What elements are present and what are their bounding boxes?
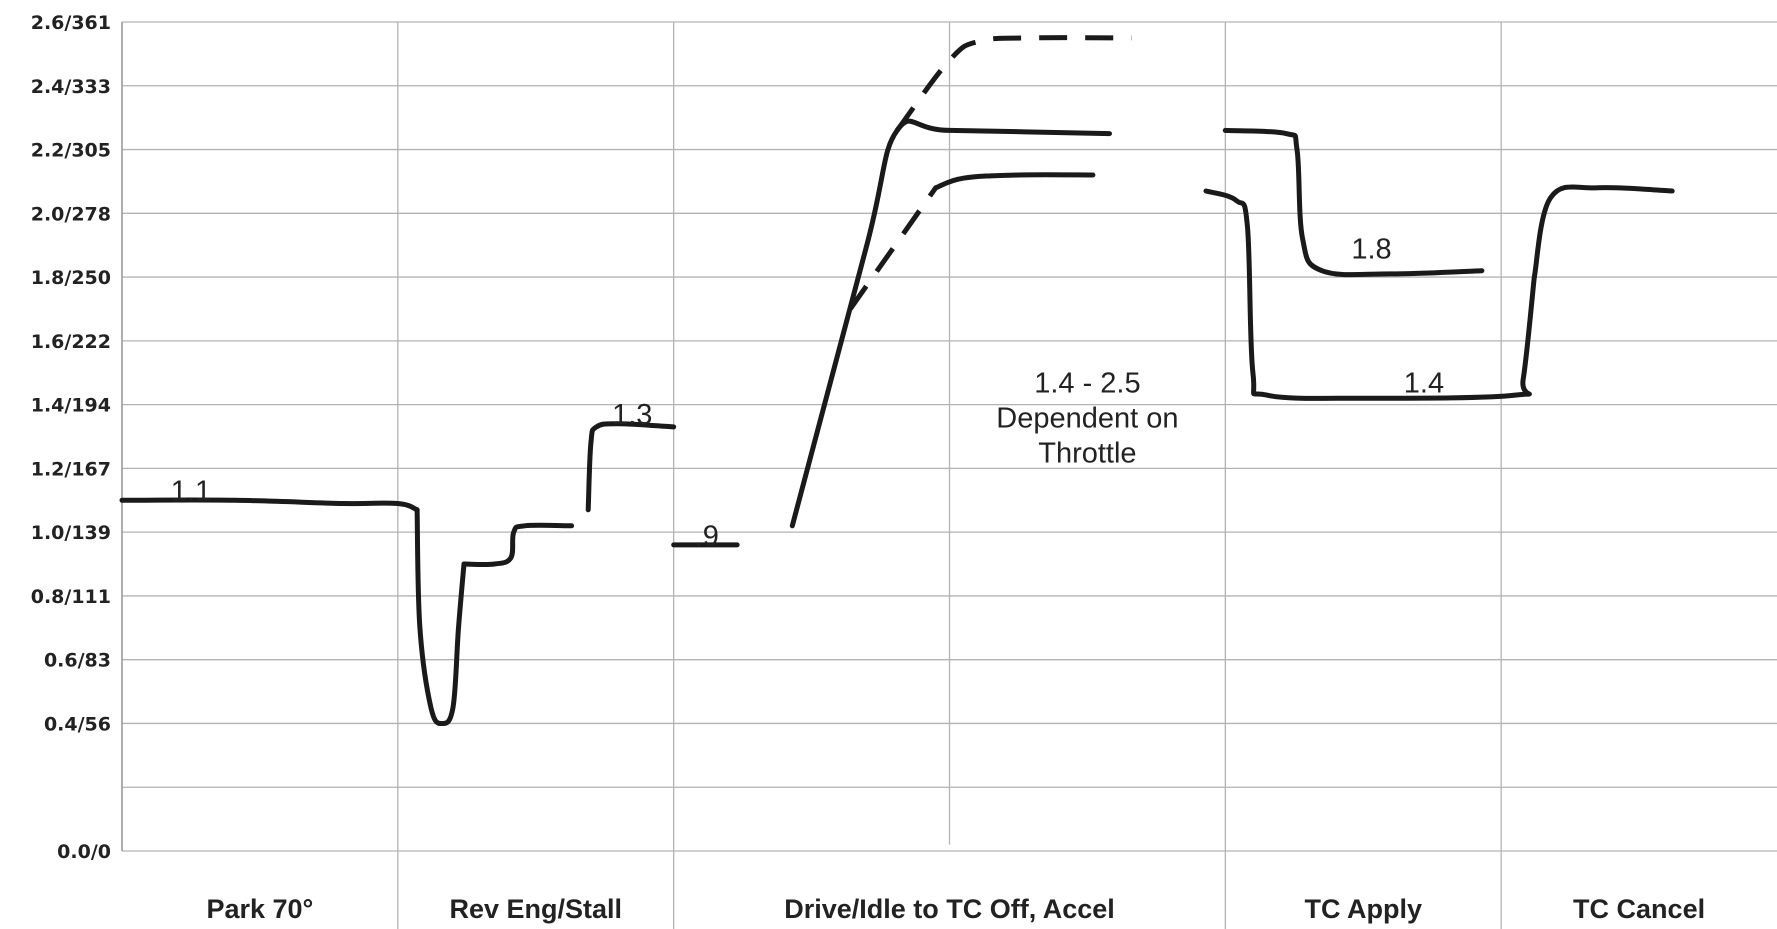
series-line-8-dashed: [848, 186, 938, 311]
annotation-label: Dependent on: [996, 402, 1178, 434]
category-label: TC Apply: [1305, 894, 1423, 924]
series-line-10: [1203, 188, 1537, 401]
category-label: Park 70°: [206, 894, 313, 924]
series-line-12: [1222, 127, 1485, 278]
y-tick-label: 1.6/222: [31, 331, 111, 353]
y-tick-label: 1.8/250: [31, 267, 111, 289]
series-line-9: [933, 172, 1096, 191]
series-line-6: [789, 118, 1112, 529]
y-tick-label: 2.6/361: [31, 12, 111, 34]
y-tick-label: 0.6/83: [44, 650, 111, 672]
category-label: Rev Eng/Stall: [449, 894, 622, 924]
grid: [121, 21, 1777, 929]
annotation-label: .9: [695, 520, 719, 552]
y-tick-label: 1.2/167: [31, 458, 111, 480]
annotation-label: 1.3: [612, 399, 652, 431]
annotation-label: 1.1: [171, 476, 211, 508]
y-tick-label: 2.2/305: [31, 140, 111, 162]
y-tick-label: 1.0/139: [31, 522, 111, 544]
y-tick-label: 2.0/278: [31, 203, 111, 225]
series-line-3: [461, 522, 575, 568]
y-axis-ticks: 0.0/0 0.4/56 0.6/83 0.8/111 1.0/139 1.2/167 1.…: [31, 12, 111, 863]
y-tick-label: 2.4/333: [31, 76, 111, 98]
annotation-label: Throttle: [1038, 437, 1136, 469]
annotation-label: 1.4: [1404, 367, 1444, 399]
series-lines: [119, 35, 1675, 727]
annotation-label: 1.4 - 2.5: [1034, 367, 1140, 399]
series-line-11: [1531, 184, 1675, 280]
series-line-7-dashed: [895, 35, 1132, 132]
y-tick-label: 0.8/111: [31, 586, 111, 608]
category-label: TC Cancel: [1573, 894, 1705, 924]
series-line-4: [585, 421, 677, 513]
y-tick-label: 1.4/194: [31, 395, 111, 417]
series-line-2: [414, 507, 467, 727]
annotation-label: 1.8: [1351, 233, 1391, 265]
y-tick-label: 0.0/0: [57, 841, 111, 863]
category-label: Drive/Idle to TC Off, Accel: [784, 894, 1115, 924]
y-tick-label: 0.4/56: [44, 713, 111, 735]
x-axis-categories: Park 70° Rev Eng/Stall Drive/Idle to TC Of…: [206, 894, 1705, 924]
series-line-1: [119, 497, 420, 513]
